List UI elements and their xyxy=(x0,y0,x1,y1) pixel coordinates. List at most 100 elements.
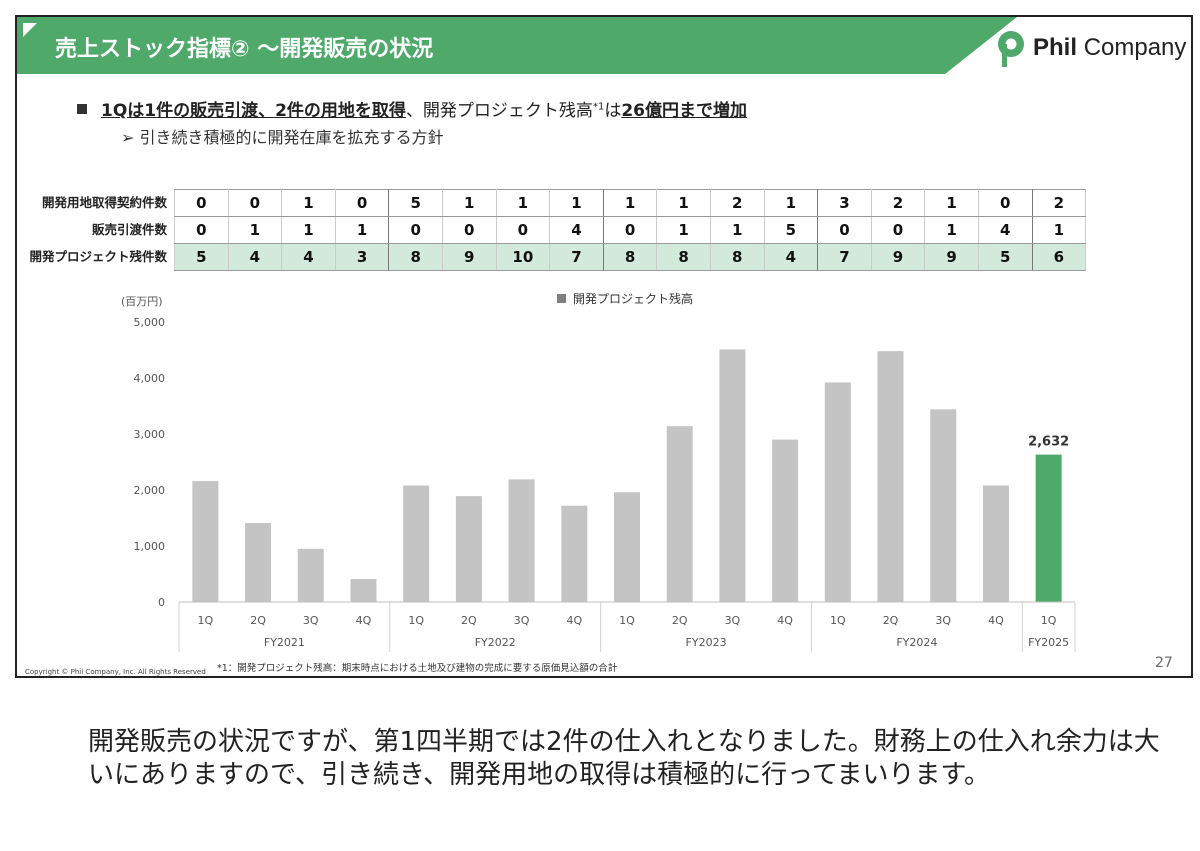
x-tick-label: 2Q xyxy=(672,614,688,627)
bar xyxy=(403,485,430,602)
y-tick-label: 1,000 xyxy=(134,540,166,553)
balance-bar-chart: (百万円) 0 1,000 2,000 3,000 4,000 5,000 開発プロジェクト残… xyxy=(121,291,1076,652)
bar xyxy=(824,382,851,602)
count-cell: 0 xyxy=(602,216,658,244)
count-cell: 9 xyxy=(870,243,926,271)
counts-row: 5 4 4 3 8 9 10 7 8 8 8 4 7 9 9 5 6 xyxy=(174,243,1087,271)
count-cell: 3 xyxy=(334,243,390,271)
count-cell: 1 xyxy=(334,216,390,244)
count-cell: 5 xyxy=(174,243,229,271)
count-cell: 0 xyxy=(870,216,926,244)
x-tick-label: 1Q xyxy=(408,614,424,627)
bar xyxy=(350,579,377,602)
y-unit-label: (百万円) xyxy=(121,295,163,308)
count-cell: 0 xyxy=(334,189,390,217)
count-cell: 4 xyxy=(763,243,819,271)
x-tick-label: 1Q xyxy=(198,614,214,627)
bar-data-label: 2,632 xyxy=(1028,435,1069,450)
y-tick-label: 3,000 xyxy=(134,428,166,441)
x-tick-label: 3Q xyxy=(725,614,741,627)
row-label-acquisition: 開発用地取得契約件数 xyxy=(41,195,167,210)
bar xyxy=(192,481,219,602)
count-cell: 8 xyxy=(602,243,658,271)
x-tick-label: 3Q xyxy=(514,614,530,627)
x-tick-label: 4Q xyxy=(777,614,793,627)
x-tick-label: 2Q xyxy=(250,614,266,627)
count-cell: 1 xyxy=(227,216,283,244)
count-cell: 1 xyxy=(924,216,979,244)
count-cell: 5 xyxy=(388,189,443,217)
x-tick-label: 1Q xyxy=(619,614,635,627)
count-cell: 1 xyxy=(709,216,765,244)
count-cell: 5 xyxy=(763,216,819,244)
x-tick-label: 2Q xyxy=(461,614,477,627)
count-cell: 1 xyxy=(281,189,336,217)
y-tick-label: 5,000 xyxy=(134,316,166,329)
x-tick-label: 3Q xyxy=(303,614,319,627)
count-cell: 0 xyxy=(977,189,1033,217)
y-tick-label: 0 xyxy=(158,596,165,609)
row-label-delivery: 販売引渡件数 xyxy=(91,222,167,237)
count-cell: 3 xyxy=(817,189,872,217)
count-cell: 4 xyxy=(977,216,1033,244)
lead-part4: 26億円まで増加 xyxy=(621,101,747,121)
lead-sup: *1 xyxy=(592,101,605,113)
legend-label: 開発プロジェクト残高 xyxy=(573,291,693,306)
count-cell: 1 xyxy=(441,189,497,217)
copyright: Copyright © Phil Company, Inc. All Right… xyxy=(25,668,206,676)
count-cell: 1 xyxy=(763,189,819,217)
x-tick-label: 4Q xyxy=(356,614,372,627)
count-cell: 10 xyxy=(495,243,551,271)
title-banner: 売上ストック指標② ～開発販売の状況 xyxy=(17,17,1017,74)
corner-mark xyxy=(23,23,37,37)
count-cell: 0 xyxy=(817,216,872,244)
count-row-labels: 開発用地取得契約件数 販売引渡件数 開発プロジェクト残件数 xyxy=(17,189,167,270)
y-tick-label: 2,000 xyxy=(134,484,166,497)
count-cell: 0 xyxy=(495,216,551,244)
lead-part2: 、開発プロジェクト残高 xyxy=(405,101,593,121)
count-cell: 4 xyxy=(281,243,336,271)
count-cell: 1 xyxy=(924,189,979,217)
count-cell: 9 xyxy=(924,243,979,271)
count-cell: 4 xyxy=(549,216,604,244)
count-cell: 7 xyxy=(817,243,872,271)
x-group-label: FY2021 xyxy=(264,636,305,649)
x-tick-label: 1Q xyxy=(1041,614,1057,627)
count-cell: 9 xyxy=(441,243,497,271)
bar xyxy=(930,409,957,602)
bar xyxy=(455,496,482,602)
bar xyxy=(719,349,746,602)
x-group-label: FY2024 xyxy=(896,636,937,649)
count-cell: 0 xyxy=(174,216,229,244)
footnote: *1：開発プロジェクト残高：期末時点における土地及び建物の完成に要する原価見込額… xyxy=(217,663,618,674)
count-cell: 1 xyxy=(1031,216,1087,244)
x-group-label: FY2025 xyxy=(1028,636,1069,649)
count-cell: 1 xyxy=(281,216,336,244)
count-cell: 8 xyxy=(656,243,711,271)
count-cell: 0 xyxy=(441,216,497,244)
lead-part3: は xyxy=(604,101,622,121)
count-cell: 1 xyxy=(549,189,604,217)
logo-text-company: Company xyxy=(1083,34,1187,61)
bar xyxy=(666,426,693,602)
row-label-projects: 開発プロジェクト残件数 xyxy=(29,249,167,264)
count-cell: 1 xyxy=(656,189,711,217)
count-cell: 0 xyxy=(174,189,229,217)
sub-bullet: ➢ 引き続き積極的に開発在庫を拡充する方針 xyxy=(121,128,444,147)
bar xyxy=(297,548,324,602)
count-cell: 7 xyxy=(549,243,604,271)
bar xyxy=(508,479,535,602)
count-cell: 8 xyxy=(709,243,765,271)
lead-part1: 1Qは1件の販売引渡、2件の用地を取得 xyxy=(101,101,406,121)
count-cell: 2 xyxy=(870,189,926,217)
x-tick-label: 4Q xyxy=(988,614,1004,627)
bar xyxy=(877,351,904,602)
count-cell: 8 xyxy=(388,243,443,271)
narration-caption: 開発販売の状況ですが、第1四半期では2件の仕入れとなりました。財務上の仕入れ余力… xyxy=(88,727,1160,790)
count-cell: 5 xyxy=(977,243,1033,271)
bar xyxy=(561,505,588,602)
y-tick-label: 4,000 xyxy=(134,372,166,385)
